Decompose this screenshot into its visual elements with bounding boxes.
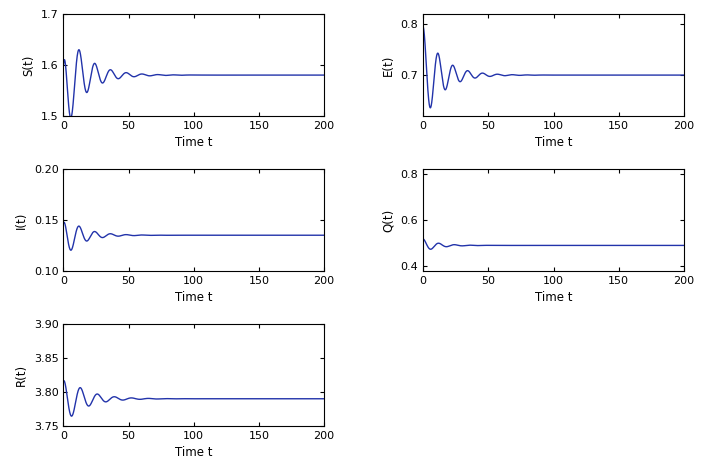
Y-axis label: E(t): E(t)	[382, 54, 395, 75]
X-axis label: Time t: Time t	[175, 446, 212, 459]
Y-axis label: S(t): S(t)	[23, 54, 35, 75]
X-axis label: Time t: Time t	[175, 136, 212, 149]
Y-axis label: R(t): R(t)	[16, 364, 28, 386]
X-axis label: Time t: Time t	[175, 291, 212, 304]
X-axis label: Time t: Time t	[535, 291, 572, 304]
Y-axis label: Q(t): Q(t)	[382, 208, 395, 232]
X-axis label: Time t: Time t	[535, 136, 572, 149]
Y-axis label: I(t): I(t)	[16, 211, 28, 229]
